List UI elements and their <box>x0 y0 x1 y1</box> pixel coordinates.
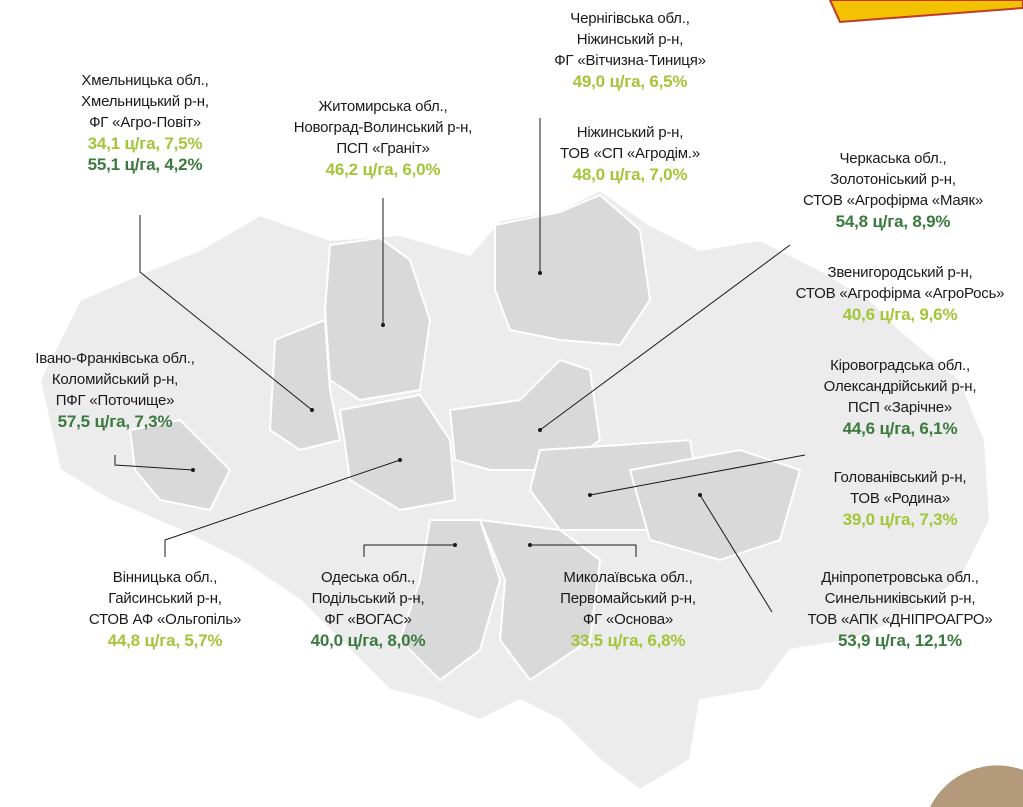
callout: Кіровоградська обл., Олександрійський р-н… <box>824 355 977 439</box>
callout-line: СТОВ «Агрофірма «АгроРось» <box>795 285 1005 302</box>
callout: Миколаївська обл., Первомайський р-н, ФГ «… <box>560 567 696 651</box>
callout: Ніжинський р-н, ТОВ «СП «Агродім.» 48,0 ц/… <box>560 122 700 185</box>
callout-line: ФГ «Агро-Повіт» <box>89 114 201 131</box>
callout: Дніпропетровська обл., Синельниківський р… <box>807 567 992 651</box>
callout: Житомирська обл., Новоград-Волинський р-н… <box>293 96 473 180</box>
callout-line: ФГ «Основа» <box>582 611 674 628</box>
callout-line: СТОВ АФ «Ольгопіль» <box>88 611 242 628</box>
callout-line: Синельниківський р-н, <box>824 590 976 607</box>
dot <box>453 543 457 547</box>
dot <box>538 428 542 432</box>
callout-line: ПФГ «Поточище» <box>55 392 175 409</box>
yield-result: 57,5 ц/га, 7,3% <box>57 412 173 431</box>
callout-line: Олександрійський р-н, <box>823 378 977 395</box>
callout-line: Черкаська обл., <box>839 150 947 167</box>
callout: Одеська обл., Подільський р-н, ФГ «ВОГАС» 4… <box>311 567 426 651</box>
leader-line <box>114 455 194 471</box>
corner-photo <box>930 765 1023 807</box>
callout-line: Кіровоградська обл., <box>830 357 970 374</box>
callout-line: Ніжинський р-н, <box>576 31 684 48</box>
leader-line <box>164 459 401 557</box>
yield-result: 39,0 ц/га, 7,3% <box>842 510 958 529</box>
callout-line: Вінницька обл., <box>112 569 218 586</box>
yield-result: 46,2 ц/га, 6,0% <box>325 160 441 179</box>
dot <box>310 408 314 412</box>
highlighted-regions <box>128 193 802 682</box>
yield-result: 44,6 ц/га, 6,1% <box>842 419 958 438</box>
yield-result: 40,0 ц/га, 8,0% <box>310 631 426 650</box>
callout-line: СТОВ «Агрофірма «Маяк» <box>803 192 983 209</box>
yield-result: 54,8 ц/га, 8,9% <box>835 212 951 231</box>
callout: Хмельницька обл., Хмельницький р-н, ФГ «Аг… <box>81 70 209 175</box>
region <box>448 358 602 471</box>
callout-line: Івано-Франківська обл., <box>35 350 195 367</box>
leader-line <box>589 454 806 496</box>
callout-line: ФГ «ВОГАС» <box>324 611 412 628</box>
callout-line: Голованівський р-н, <box>833 469 967 486</box>
callout-line: Гайсинський р-н, <box>108 590 222 607</box>
callout: Черкаська обл., Золотоніський р-н, СТОВ «А… <box>803 148 983 232</box>
callout: Вінницька обл., Гайсинський р-н, СТОВ АФ «… <box>89 567 241 651</box>
callout-line: ПСП «Зарічне» <box>847 399 953 416</box>
callout-line: Ніжинський р-н, <box>576 124 684 141</box>
region <box>628 448 802 562</box>
yield-result: 40,6 ц/га, 9,6% <box>842 305 958 324</box>
callout: Івано-Франківська обл., Коломийський р-н,… <box>35 348 195 432</box>
leader-dots <box>191 271 702 547</box>
yield-result: 44,8 ц/га, 5,7% <box>107 631 223 650</box>
callout: Голованівський р-н, ТОВ «Родина» 39,0 ц/га… <box>834 467 967 530</box>
callout-line: ТОВ «АПК «ДНІПРОАГРО» <box>807 611 993 628</box>
dot <box>398 458 402 462</box>
region <box>338 393 457 512</box>
dot <box>538 271 542 275</box>
callout: Звенигородський р-н, СТОВ «Агрофірма «Агр… <box>796 262 1005 325</box>
callout-line: Подільський р-н, <box>311 590 425 607</box>
leader-line <box>539 244 791 431</box>
yield-result: 55,1 ц/га, 4,2% <box>87 155 203 174</box>
yield-result: 48,0 ц/га, 7,0% <box>572 165 688 184</box>
callout-line: Хмельницька обл., <box>81 72 209 89</box>
callout-line: Первомайський р-н, <box>560 590 696 607</box>
leader-line <box>363 544 455 557</box>
callout-line: Новоград-Волинський р-н, <box>293 119 473 136</box>
dot <box>698 493 702 497</box>
callout-line: ФГ «Вітчизна-Тиниця» <box>554 52 706 69</box>
callout-line: ТОВ «СП «Агродім.» <box>560 145 700 162</box>
dot <box>191 468 195 472</box>
callout-line: Золотоніський р-н, <box>830 171 956 188</box>
callout-line: Дніпропетровська обл., <box>821 569 979 586</box>
callout-line: ПСП «Граніт» <box>336 140 430 157</box>
dot <box>588 493 592 497</box>
dot <box>528 543 532 547</box>
dot <box>381 323 385 327</box>
callout-line: Миколаївська обл., <box>563 569 693 586</box>
region <box>268 318 342 452</box>
callout-line: Хмельницький р-н, <box>81 93 209 110</box>
callout-line: Коломийський р-н, <box>51 371 179 388</box>
yield-result: 33,5 ц/га, 6,8% <box>570 631 686 650</box>
region <box>128 418 232 512</box>
callout-line: ТОВ «Родина» <box>850 490 950 507</box>
region <box>494 193 652 347</box>
leader-line <box>699 494 773 613</box>
callout-line: Звенигородський р-н, <box>827 264 973 281</box>
region <box>478 518 602 682</box>
leader-lines <box>114 118 806 613</box>
callout-line: Чернігівська обл., <box>570 10 690 27</box>
yield-result: 34,1 ц/га, 7,5% <box>87 134 203 153</box>
yield-result: 49,0 ц/га, 6,5% <box>572 72 688 91</box>
leader-line <box>530 544 637 557</box>
callout-line: Житомирська обл., <box>318 98 448 115</box>
yield-result: 53,9 ц/га, 12,1% <box>838 631 962 650</box>
callout: Чернігівська обл., Ніжинський р-н, ФГ «Віт… <box>554 8 706 92</box>
leader-line <box>139 215 313 411</box>
corner-badge <box>828 0 1023 24</box>
callout-line: Одеська обл., <box>321 569 415 586</box>
